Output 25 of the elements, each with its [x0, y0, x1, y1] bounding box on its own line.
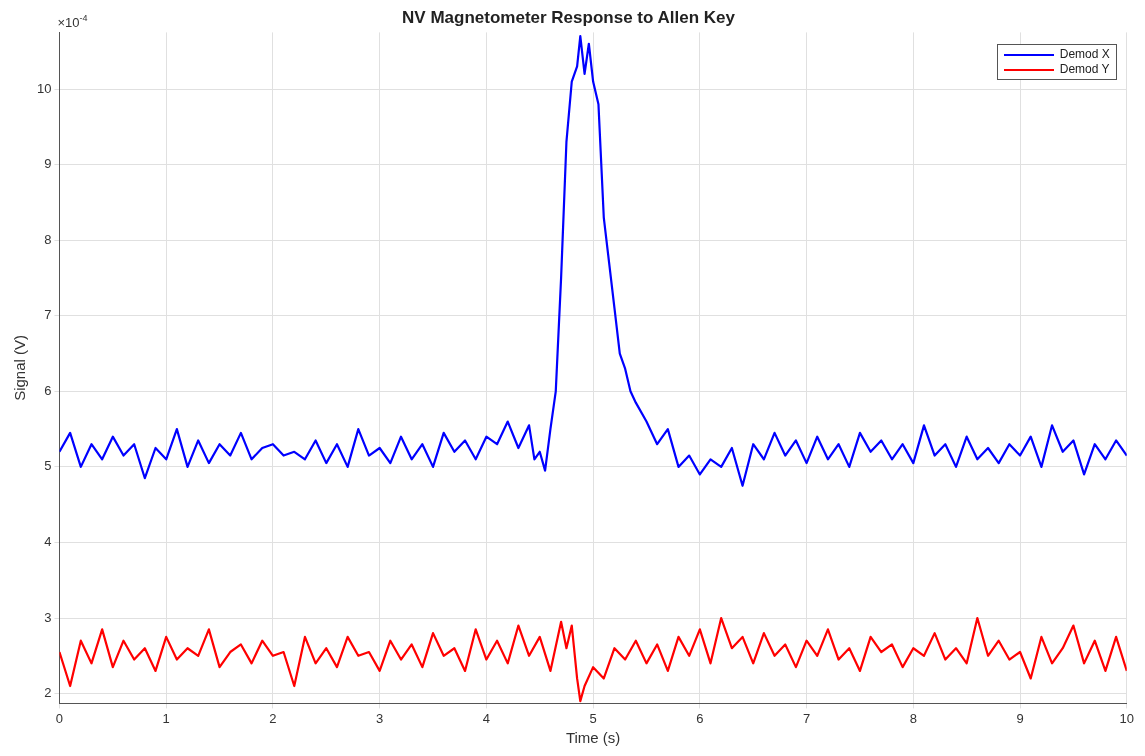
x-tick-label: 0 — [55, 710, 64, 726]
x-tick-label: 5 — [589, 710, 597, 726]
y-tick-label: 4 — [44, 534, 52, 550]
legend-label: Demod X — [1059, 47, 1110, 63]
x-tick-label: 9 — [1016, 710, 1024, 726]
x-tick-label: 2 — [269, 710, 277, 726]
y-tick-label: 10 — [36, 80, 52, 96]
y-tick-label: 5 — [44, 458, 52, 474]
chart-title: NV Magnetometer Response to Allen Key — [402, 7, 736, 27]
legend-label: Demod Y — [1059, 62, 1110, 78]
y-tick-label: 8 — [44, 231, 52, 247]
x-tick-label: 10 — [1119, 710, 1134, 726]
x-tick-label: 4 — [482, 710, 490, 726]
y-tick-label: 2 — [44, 685, 52, 701]
y-tick-label: 7 — [44, 307, 52, 323]
x-axis-title: Time (s) — [565, 729, 621, 747]
x-tick-label: 3 — [376, 710, 384, 726]
y-axis-title: Signal (V) — [11, 334, 29, 401]
x-tick-label: 8 — [909, 710, 917, 726]
x-tick-label: 1 — [162, 710, 170, 726]
y-tick-label: 3 — [44, 609, 52, 625]
y-tick-label: 6 — [44, 382, 52, 398]
x-tick-label: 7 — [802, 710, 811, 726]
y-tick-label: 9 — [44, 156, 52, 172]
x-tick-label: 6 — [696, 710, 704, 726]
